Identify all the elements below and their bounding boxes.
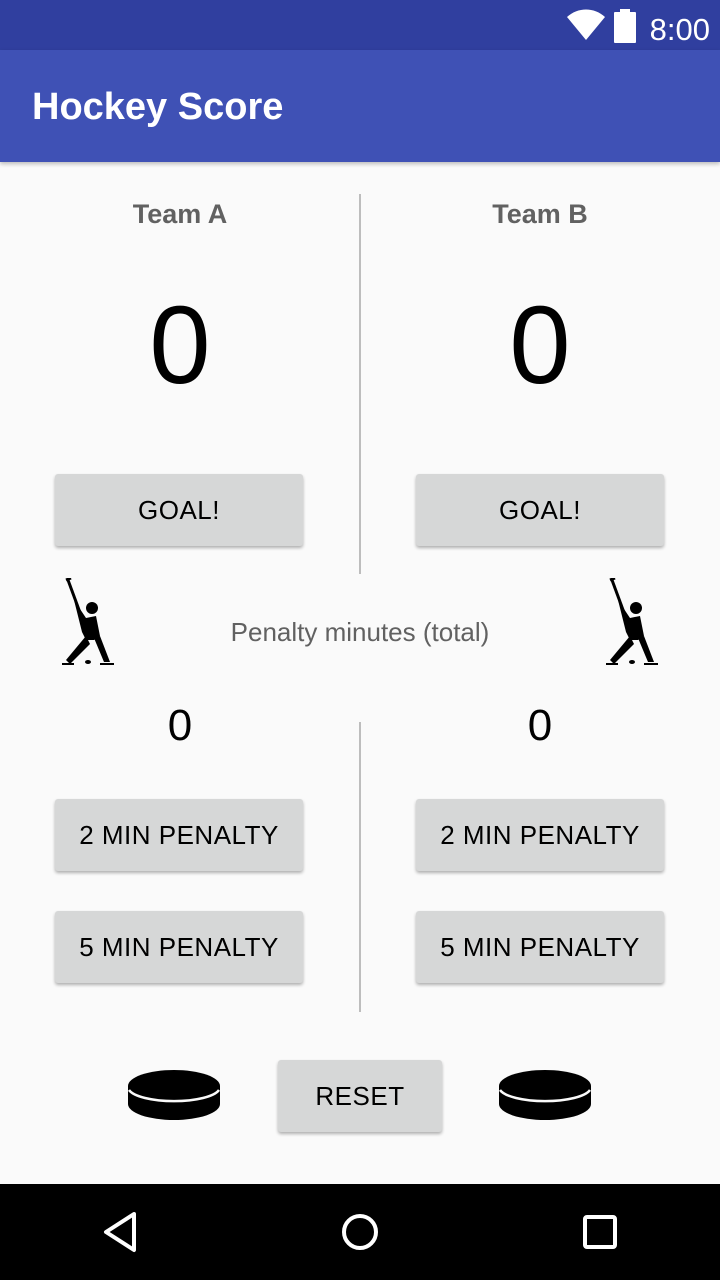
hockey-player-icon [606,578,658,665]
team-b-2min-penalty-button[interactable]: 2 MIN PENALTY [416,799,664,871]
team-a-goal-button[interactable]: GOAL! [55,474,303,546]
status-clock: 8:00 [649,12,710,47]
team-a-2min-penalty-button[interactable]: 2 MIN PENALTY [55,799,303,871]
battery-icon [614,9,636,43]
hockey-puck-icon [498,1070,592,1120]
app-bar: Hockey Score [0,50,720,162]
team-a-name: Team A [132,199,228,229]
team-b-5min-penalty-button[interactable]: 5 MIN PENALTY [416,911,664,983]
team-a-score: 0 [149,284,211,407]
team-a-5min-penalty-button[interactable]: 5 MIN PENALTY [55,911,303,983]
team-a-penalty-minutes: 0 [167,701,193,750]
hockey-puck-icon [127,1070,221,1120]
navigation-bar [0,1184,720,1280]
wifi-icon [567,9,605,40]
reset-button[interactable]: RESET [278,1060,442,1132]
team-b-name: Team B [492,199,588,229]
home-icon[interactable] [340,1210,380,1254]
bottom-column-divider [359,722,361,1012]
status-bar: 8:00 [0,0,720,50]
team-b-score: 0 [509,284,571,407]
team-b-goal-button[interactable]: GOAL! [416,474,664,546]
penalty-minutes-title: Penalty minutes (total) [230,617,490,647]
hockey-player-icon [62,578,114,665]
team-b-penalty-minutes: 0 [527,701,553,750]
top-column-divider [359,194,361,574]
app-title: Hockey Score [32,86,284,128]
back-icon[interactable] [100,1210,140,1254]
recents-icon[interactable] [580,1210,620,1254]
